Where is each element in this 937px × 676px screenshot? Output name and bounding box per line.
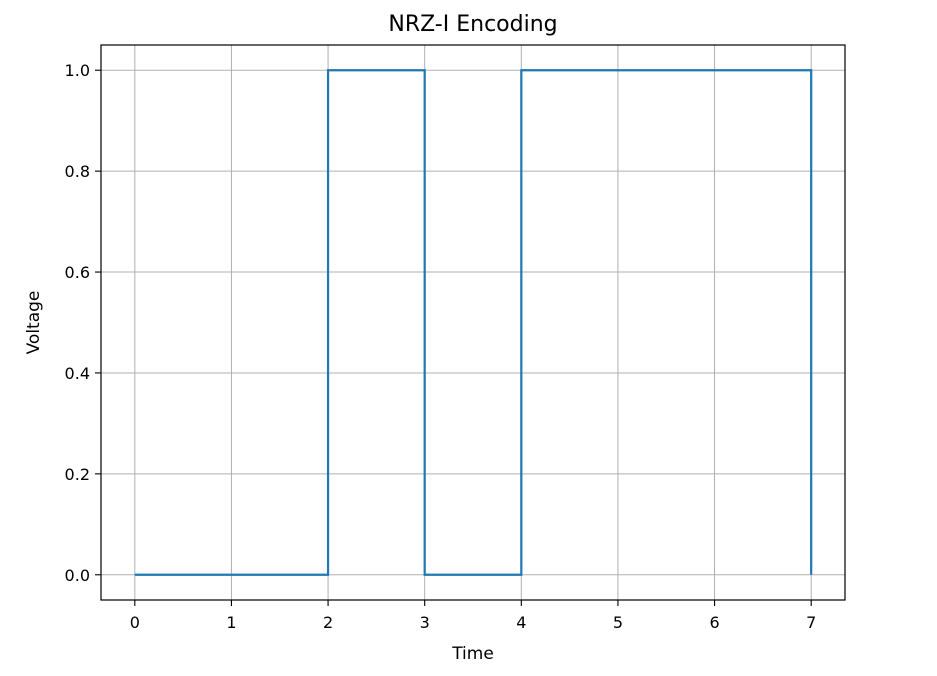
chart-title: NRZ-I Encoding xyxy=(388,12,557,37)
y-tick-label: 1.0 xyxy=(65,61,90,80)
plot-area xyxy=(134,69,813,576)
y-tick-label: 0.2 xyxy=(65,465,90,484)
y-tick-label: 0.0 xyxy=(65,566,90,585)
x-axis-label: Time xyxy=(451,644,494,664)
x-tick-label: 3 xyxy=(420,613,430,632)
signal-step-line xyxy=(134,69,813,576)
x-tick-label: 2 xyxy=(323,613,333,632)
y-tick-label: 0.8 xyxy=(65,162,90,181)
x-tick-label: 7 xyxy=(806,613,816,632)
x-tick-label: 4 xyxy=(516,613,526,632)
x-tick-label: 6 xyxy=(709,613,719,632)
y-tick-label: 0.6 xyxy=(65,263,90,282)
axis-ticks: 0 1 2 3 4 5 6 7 0.0 0.2 0.4 0.6 0.8 1.0 xyxy=(65,61,817,632)
axes-frame xyxy=(100,44,846,601)
x-tick-label: 5 xyxy=(613,613,623,632)
y-axis-label: Voltage xyxy=(24,291,44,355)
x-tick-label: 0 xyxy=(130,613,140,632)
x-tick-label: 1 xyxy=(226,613,236,632)
y-tick-label: 0.4 xyxy=(65,364,90,383)
